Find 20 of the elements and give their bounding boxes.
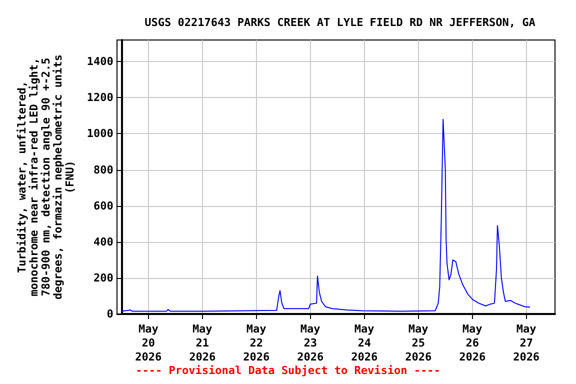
text: ---- Provisional Data Subject to Revision ----: [136, 364, 440, 377]
x-tick-label: May 22 2026: [243, 322, 270, 364]
y-tick-label: 400: [94, 235, 114, 248]
y-tick-label: 600: [94, 199, 114, 212]
y-tick-label: 1000: [86, 127, 114, 140]
line-series: [120, 118, 531, 312]
x-tick-label: May 27 2026: [513, 322, 540, 364]
x-tick-label: May 26 2026: [459, 322, 486, 364]
x-tick-label: May 20 2026: [135, 322, 162, 364]
y-tick-label: 1200: [86, 91, 114, 104]
y-axis-title: Turbidity, water, unfiltered, monochrome near infra-red LED light, 780-900 nm, detection angle 90 +-2.5 degrees, formazin nephelometric units (FNU): [16, 54, 76, 300]
x-tick-label: May 21 2026: [189, 322, 216, 364]
y-tick-label: 200: [94, 271, 114, 284]
y-tick-label: 1400: [86, 55, 114, 68]
x-tick-label: May 25 2026: [405, 322, 432, 364]
y-tick-label: 800: [94, 163, 114, 176]
x-tick-label: May 24 2026: [351, 322, 378, 364]
chart-title: USGS 02217643 PARKS CREEK AT LYLE FIELD RD NR JEFFERSON, GA: [144, 16, 536, 29]
y-tick-label: 0: [106, 308, 114, 320]
x-tick-label: May 23 2026: [297, 322, 324, 364]
